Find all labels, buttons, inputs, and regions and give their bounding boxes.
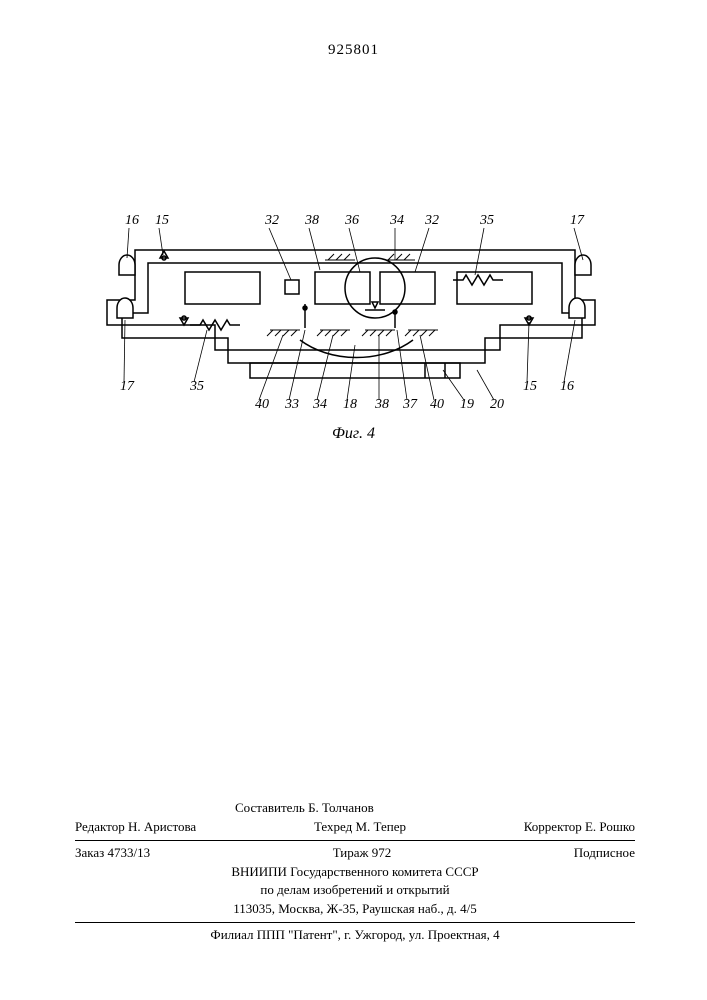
figure-label: Фиг. 4 [0,425,707,443]
footer-block: Составитель Б. Толчанов Редактор Н. Арис… [75,799,635,945]
divider [75,922,635,923]
callout-label: 40 [430,397,444,412]
callout-label: 35 [189,379,204,394]
subscription: Подписное [574,844,635,863]
callout-label: 36 [344,213,359,228]
callout-label: 17 [120,379,135,394]
callout-label: 34 [389,213,404,228]
figure-diagram: 16 15 32 38 36 34 32 35 17 17 35 40 33 34 18 38 37 40 19 20… [95,210,615,420]
address-line: 113035, Москва, Ж-35, Раушская наб., д. … [75,900,635,919]
callout-label: 15 [155,213,169,228]
callout-label: 35 [479,213,494,228]
callout-label: 17 [570,213,585,228]
credits-row: Редактор Н. Аристова Техред М. Тепер Кор… [75,818,635,837]
callout-label: 19 [460,397,474,412]
order: Заказ 4733/13 [75,844,150,863]
callout-label: 18 [343,397,357,412]
tech-editor: Техред М. Тепер [314,818,406,837]
callout-label: 38 [304,213,319,228]
order-row: Заказ 4733/13 Тираж 972 Подписное [75,844,635,863]
callout-label: 20 [490,397,504,412]
callout-label: 34 [312,397,327,412]
callout-label: 32 [264,213,279,228]
callout-label: 33 [284,397,299,412]
callout-label: 16 [560,379,574,394]
patent-number: 925801 [0,42,707,59]
vniipi-line-1: ВНИИПИ Государственного комитета СССР [75,863,635,882]
callout-label: 16 [125,213,139,228]
branch-line: Филиал ППП "Патент", г. Ужгород, ул. Про… [75,926,635,945]
callout-label: 38 [374,397,389,412]
vniipi-line-2: по делам изобретений и открытий [75,881,635,900]
divider [75,840,635,841]
callout-label: 32 [424,213,439,228]
callout-label: 40 [255,397,269,412]
compiler-line: Составитель Б. Толчанов [75,799,707,818]
callout-label: 15 [523,379,537,394]
tirazh: Тираж 972 [333,844,392,863]
diagram-svg: 16 15 32 38 36 34 32 35 17 17 35 40 33 34 18 38 37 40 19 20… [95,210,615,420]
callout-label: 37 [402,397,418,412]
corrector: Корректор Е. Рошко [524,818,635,837]
editor: Редактор Н. Аристова [75,818,196,837]
